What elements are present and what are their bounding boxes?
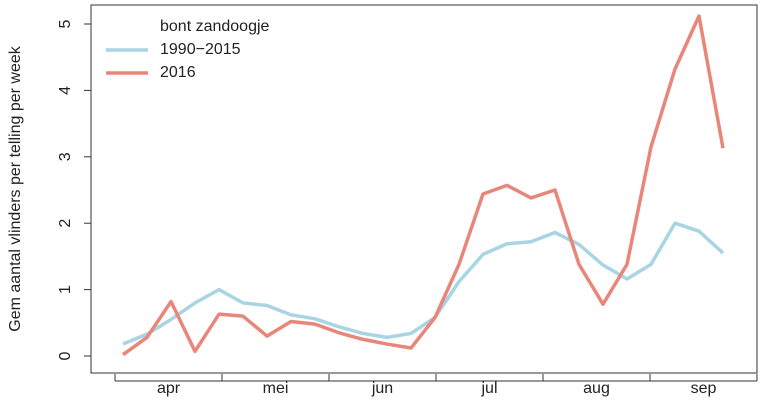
y-tick-label: 0 (57, 351, 74, 360)
y-tick-label: 4 (57, 86, 74, 95)
plot-frame (90, 4, 758, 374)
x-tick-label: jul (480, 380, 497, 397)
x-tick-label: jun (371, 380, 393, 397)
y-tick-label: 5 (57, 19, 74, 28)
x-tick-label: mei (263, 380, 289, 397)
x-tick-label: apr (157, 380, 181, 397)
y-tick-label: 2 (57, 219, 74, 228)
y-tick-label: 3 (57, 152, 74, 161)
series-line (122, 221, 725, 346)
y-axis-label: Gem aantal vlinders per telling per week (7, 45, 24, 331)
legend-label: 2016 (160, 64, 196, 81)
x-tick-label: sep (691, 380, 717, 397)
x-tick-label: aug (583, 380, 610, 397)
legend-title: bont zandoogje (160, 18, 270, 35)
y-tick-label: 1 (57, 285, 74, 294)
legend-label: 1990−2015 (160, 41, 241, 58)
series-line (121, 14, 725, 357)
